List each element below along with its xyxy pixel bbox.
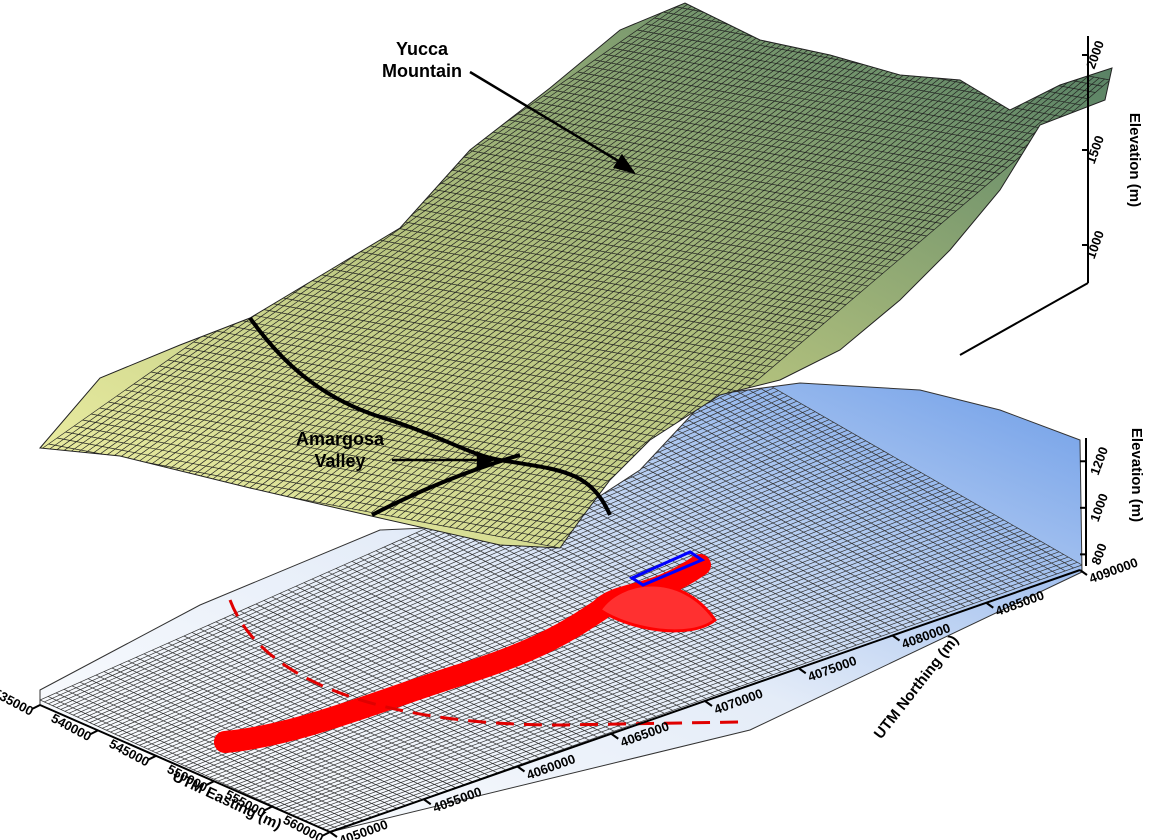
z2-axis-label: Elevation (m) — [1128, 428, 1145, 522]
annotation: Yucca — [396, 39, 449, 59]
x-tick-label: 535000 — [0, 685, 36, 719]
z-tick-label: 2000 — [1083, 38, 1107, 70]
annotation: Valley — [314, 451, 365, 471]
z2-tick-label: 1000 — [1087, 491, 1111, 523]
z-tick-label: 1500 — [1083, 133, 1107, 165]
y-tick — [330, 832, 337, 837]
annotation: Mountain — [382, 61, 462, 81]
z2-tick-label: 800 — [1088, 541, 1110, 567]
z-axis-label: Elevation (m) — [1126, 113, 1143, 207]
chart: YuccaMountainAmargosaValley5350005400005… — [0, 0, 1149, 840]
annotation: Amargosa — [296, 429, 385, 449]
z-tick-label: 1000 — [1083, 228, 1107, 260]
z2-tick-label: 1200 — [1087, 445, 1111, 477]
